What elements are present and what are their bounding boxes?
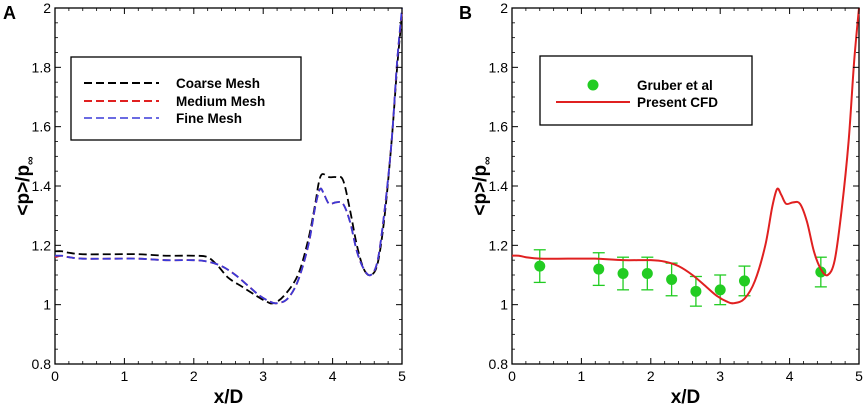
y-tick-label: 0.8: [489, 356, 509, 372]
panel-b: B 0 1 2 3 4 5 0.8 1 1.2 1.4 1.6 1.8 2 x/D <p>/p∞ Gr…: [459, 0, 863, 406]
panel-a-legend: Coarse Mesh Medium Mesh Fine Mesh: [70, 56, 302, 141]
panel-b-legend: Gruber et al Present CFD: [539, 55, 753, 126]
x-tick-label: 3: [716, 368, 724, 384]
data-point: [641, 268, 653, 280]
x-tick-label: 2: [190, 368, 198, 384]
panel-b-ylabel: <p>/p∞: [470, 156, 494, 215]
legend-label-coarse: Coarse Mesh: [176, 76, 260, 91]
panel-a: A 0 1 2 3 4 5 0.8 1 1.2 1.4 1.6 1.8 2 x/D <p>/p∞ Co…: [3, 0, 406, 406]
y-tick-label: 1.2: [489, 237, 509, 253]
y-tick-label: 1.4: [32, 178, 52, 194]
legend-label-cfd: Present CFD: [637, 95, 718, 110]
data-point: [666, 273, 678, 285]
panel-b-ylabel-main: <p>/p: [470, 165, 491, 216]
y-tick-label: 1.8: [489, 59, 509, 75]
data-point: [690, 285, 702, 297]
x-tick-label: 4: [786, 368, 794, 384]
data-point: [738, 275, 750, 287]
panel-a-label: A: [3, 3, 16, 23]
x-tick-label: 0: [508, 368, 516, 384]
data-point: [593, 263, 605, 275]
y-tick-label: 1: [500, 297, 508, 313]
x-tick-label: 2: [647, 368, 655, 384]
panel-b-legend-box: [539, 55, 753, 126]
panel-a-ylabel-main: <p>/p: [13, 165, 34, 216]
legend-label-medium: Medium Mesh: [176, 94, 265, 109]
y-tick-label: 1: [43, 297, 51, 313]
x-tick-label: 1: [121, 368, 129, 384]
panel-b-series: [511, 7, 860, 307]
legend-label-fine: Fine Mesh: [176, 111, 242, 126]
panel-a-series: [54, 7, 403, 305]
y-tick-label: 1.6: [32, 119, 52, 135]
y-tick-label: 1.6: [489, 119, 509, 135]
panel-b-ylabel-sub: ∞: [480, 156, 494, 165]
x-tick-label: 0: [51, 368, 59, 384]
legend-label-gruber: Gruber et al: [637, 78, 713, 93]
panel-b-x-ticks: 0 1 2 3 4 5: [508, 8, 863, 384]
data-point: [714, 284, 726, 296]
panel-a-legend-box: [70, 56, 302, 141]
y-tick-label: 0.8: [32, 356, 52, 372]
x-tick-label: 1: [578, 368, 586, 384]
y-tick-label: 2: [500, 0, 508, 16]
x-tick-label: 5: [398, 368, 406, 384]
panel-b-y-ticks: 0.8 1 1.2 1.4 1.6 1.8 2: [489, 0, 859, 372]
data-point: [617, 268, 629, 280]
y-tick-label: 2: [43, 0, 51, 16]
panel-b-xlabel: x/D: [671, 387, 701, 406]
y-tick-label: 1.4: [489, 178, 509, 194]
legend-swatch-gruber: [587, 79, 599, 91]
x-tick-label: 5: [855, 368, 863, 384]
panel-a-x-ticks: 0 1 2 3 4 5: [51, 8, 406, 384]
panel-b-label: B: [459, 3, 472, 23]
panel-a-ylabel-sub: ∞: [23, 156, 37, 165]
series-line-fine-mesh: [54, 7, 403, 305]
data-point: [534, 260, 546, 272]
x-tick-label: 3: [259, 368, 267, 384]
panel-a-ylabel: <p>/p∞: [13, 156, 37, 215]
data-point: [815, 266, 827, 278]
panel-a-y-ticks: 0.8 1 1.2 1.4 1.6 1.8 2: [32, 0, 402, 372]
series-line-present-cfd: [511, 7, 860, 305]
y-tick-label: 1.2: [32, 237, 52, 253]
x-tick-label: 4: [329, 368, 337, 384]
panel-a-xlabel: x/D: [214, 387, 244, 406]
y-tick-label: 1.8: [32, 59, 52, 75]
